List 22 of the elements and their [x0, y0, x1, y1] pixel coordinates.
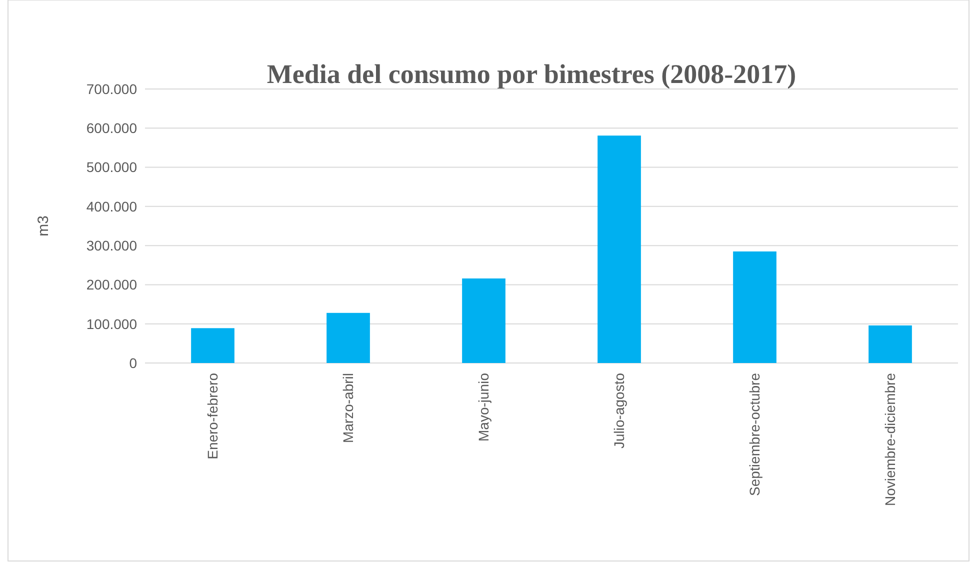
bar — [326, 312, 370, 363]
bar — [733, 251, 776, 363]
y-tick-label: 600.000 — [86, 120, 138, 136]
y-axis-title: m3 — [35, 216, 52, 236]
y-tick-label: 200.000 — [86, 276, 138, 293]
bar — [191, 328, 234, 363]
bar — [598, 136, 641, 363]
y-tick-label: 0 — [129, 354, 138, 371]
y-tick-label: 300.000 — [86, 237, 138, 254]
x-tick-label: Septiembre-octubre — [746, 372, 763, 496]
x-tick-label: Julio-agosto — [611, 372, 628, 448]
y-tick-label: 100.000 — [86, 316, 138, 332]
x-tick-label: Enero-febrero — [204, 372, 221, 460]
y-tick-label: 500.000 — [86, 159, 138, 176]
bar — [462, 278, 506, 363]
chart-title: Media del consumo por bimestres (2008-2017) — [266, 59, 796, 89]
x-tick-label: Marzo-abril — [340, 373, 356, 444]
bar — [868, 325, 912, 363]
x-tick-label: Noviembre-diciembre — [882, 372, 898, 506]
y-tick-label: 700.000 — [86, 80, 138, 97]
x-tick-label: Mayo-junio — [476, 372, 492, 442]
y-tick-label: 400.000 — [86, 198, 138, 214]
